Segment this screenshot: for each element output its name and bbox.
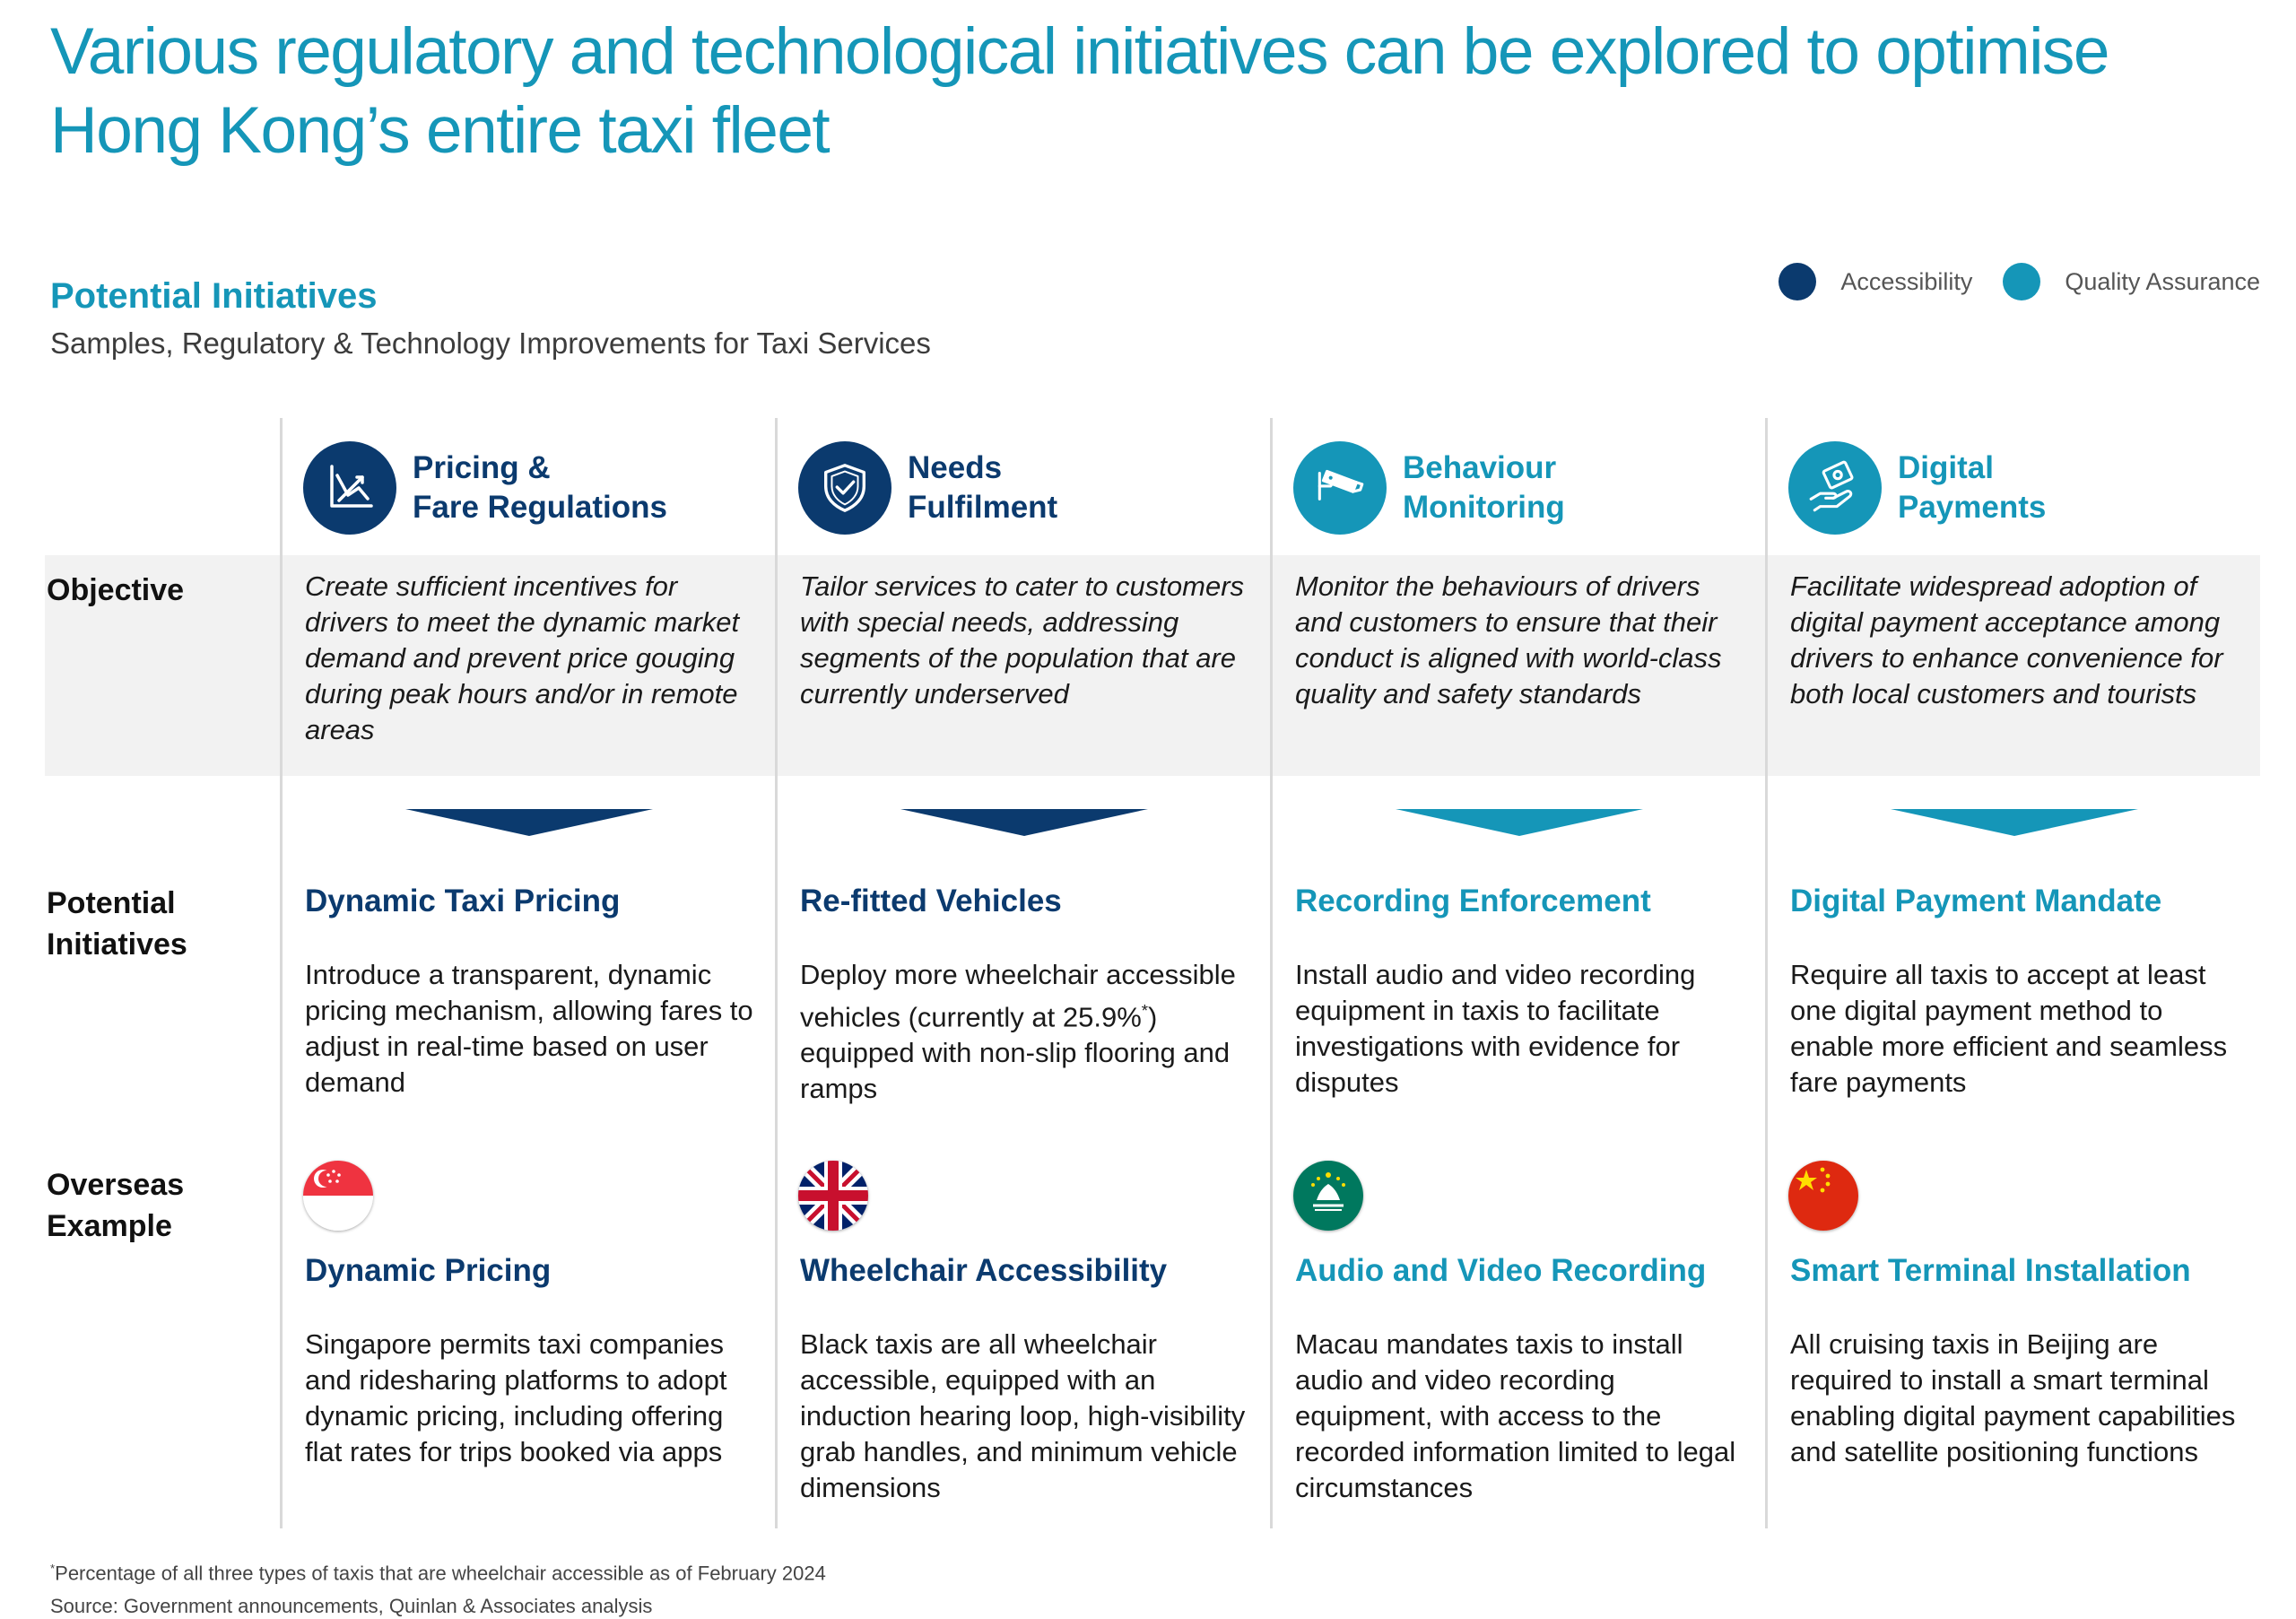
initiative-title: Re-fitted Vehicles [800,883,1062,918]
example-text: Macau mandates taxis to install audio an… [1295,1328,1736,1503]
initiative-text-part: Deploy more wheelchair accessible vehicl… [800,959,1236,1033]
example-title: Dynamic Pricing [305,1253,552,1288]
example-text: All cruising taxis in Beijing are requir… [1790,1328,2236,1467]
column-divider [1270,418,1273,1528]
row-label-line: Overseas [47,1168,185,1202]
section-title: Potential Initiatives [50,276,378,316]
footnote-marker: * [50,1562,56,1575]
objective-text: Monitor the behaviours of drivers and cu… [1295,570,1722,709]
example-text: Black taxis are all wheelchair accessibl… [800,1328,1246,1503]
initiative-text: Introduce a transparent, dynamic pricing… [305,959,753,1098]
example-text: Singapore permits taxi companies and rid… [305,1328,727,1467]
column-header: Needs Fulfilment [908,448,1057,527]
column-header-line: Pricing & [413,450,551,485]
column-divider [775,418,778,1528]
row-label-objective: Objective [47,573,185,607]
section-subtitle: Samples, Regulatory & Technology Improve… [50,326,931,360]
row-label-line: Initiatives [47,927,187,962]
macau-flag-icon [1293,1161,1363,1231]
column-divider [280,418,283,1528]
initiative-title: Recording Enforcement [1295,883,1651,918]
cctv-camera-icon [1293,441,1387,535]
legend-label: Quality Assurance [2065,267,2260,295]
column-header: Pricing & Fare Regulations [413,448,667,527]
initiative-text: Require all taxis to accept at least one… [1790,959,2228,1098]
column-header-line: Payments [1898,490,2047,525]
footnote: *Percentage of all three types of taxis … [50,1562,826,1585]
example-title: Audio and Video Recording [1295,1253,1707,1288]
shield-check-icon [798,441,891,535]
column-header-line: Monitoring [1403,490,1565,525]
example-title: Wheelchair Accessibility [800,1253,1168,1288]
initiative-text: Deploy more wheelchair accessible vehicl… [800,957,1257,1107]
chevron-down-icon [900,809,1148,836]
row-label-overseas: Overseas Example [47,1164,184,1247]
legend-dot-accessibility [1779,263,1817,300]
column-header-line: Digital [1898,450,1994,485]
column-header: Digital Payments [1898,448,2046,527]
example-title: Smart Terminal Installation [1790,1253,2191,1288]
legend-item-accessibility: Accessibility [1779,263,1972,300]
column-divider [1765,418,1768,1528]
column-header-line: Behaviour [1403,450,1557,485]
row-label-initiatives: Potential Initiatives [47,883,187,965]
row-label-line: Potential [47,886,176,920]
legend-item-quality-assurance: Quality Assurance [2003,263,2260,300]
page-title: Various regulatory and technological ini… [50,15,2110,167]
initiative-title: Digital Payment Mandate [1790,883,2162,918]
china-flag-icon [1788,1161,1858,1231]
footnote-marker: * [1141,1001,1149,1020]
legend-dot-quality-assurance [2003,263,2041,300]
footnote-text: Percentage of all three types of taxis t… [55,1562,826,1585]
singapore-flag-icon [303,1161,373,1231]
uk-flag-icon [798,1161,868,1231]
column-header: Behaviour Monitoring [1403,448,1565,527]
hand-payment-icon [1788,441,1882,535]
chevron-down-icon [1891,809,2138,836]
legend-label: Accessibility [1840,267,1973,295]
initiative-title: Dynamic Taxi Pricing [305,883,621,918]
objective-text: Facilitate widespread adoption of digita… [1790,570,2223,709]
objective-band [45,555,2260,776]
row-label-line: Example [47,1209,172,1243]
column-header-line: Fare Regulations [413,490,667,525]
initiative-text: Install audio and video recording equipm… [1295,959,1696,1098]
legend: Accessibility Quality Assurance [1748,263,2260,300]
initiative-text-part: ) equipped with non-slip flooring and ra… [800,1001,1231,1105]
objective-text: Tailor services to cater to customers wi… [800,570,1245,709]
pricing-chart-icon [303,441,396,535]
column-header-line: Needs [908,450,1003,485]
source-note: Source: Government announcements, Quinla… [50,1595,653,1617]
column-header-line: Fulfilment [908,490,1058,525]
chevron-down-icon [1396,809,1643,836]
objective-text: Create sufficient incentives for drivers… [305,570,740,745]
chevron-down-icon [405,809,653,836]
